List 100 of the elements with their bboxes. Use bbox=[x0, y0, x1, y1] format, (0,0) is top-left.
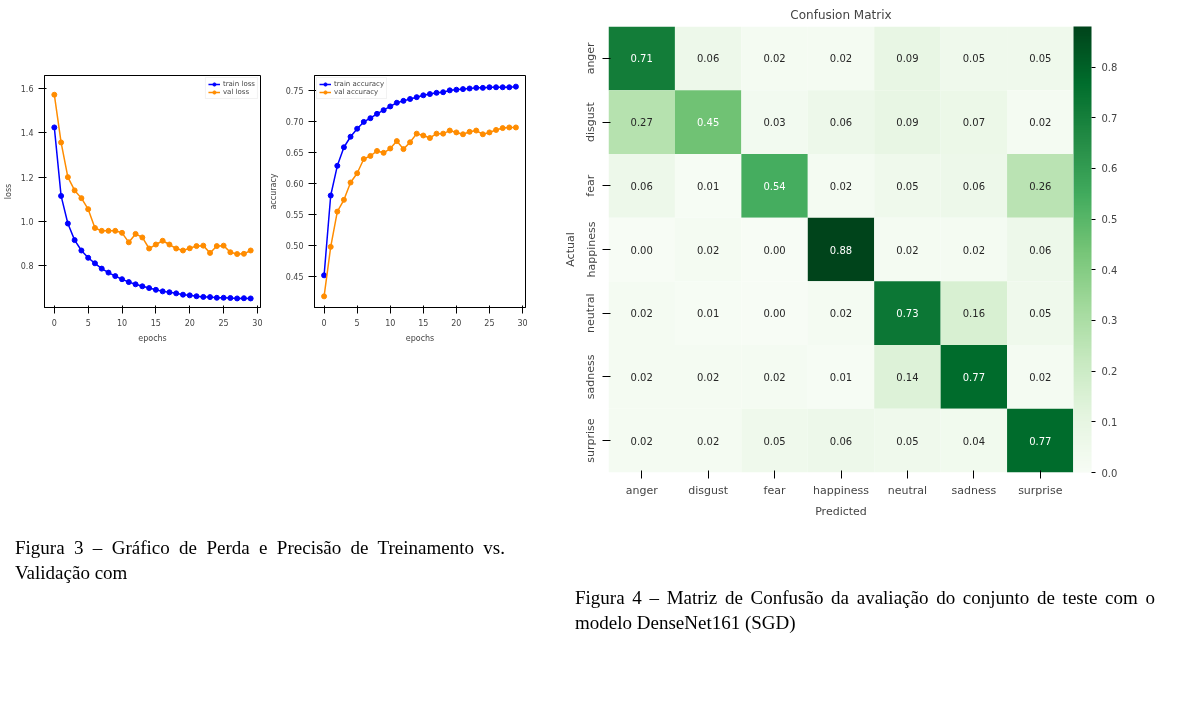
point bbox=[473, 84, 480, 91]
data-label: 0.05 bbox=[896, 435, 919, 447]
data-label: 0.00 bbox=[763, 308, 786, 320]
data-label: 0.05 bbox=[962, 53, 985, 65]
data-label: 0.09 bbox=[896, 53, 919, 65]
point bbox=[327, 243, 334, 250]
point bbox=[493, 84, 500, 91]
point bbox=[380, 149, 387, 156]
point bbox=[132, 281, 139, 288]
point bbox=[227, 249, 234, 256]
data-label: 0.07 bbox=[962, 117, 985, 129]
point bbox=[360, 118, 367, 125]
x-tick-label: neutral bbox=[887, 483, 928, 497]
x-tick-label: 30 bbox=[517, 318, 528, 328]
point bbox=[85, 254, 92, 261]
text: Figura 3 – Gráfico de Perda e Precisão de Treinamento vs. Validação com bbox=[15, 536, 505, 585]
point bbox=[98, 227, 105, 234]
point bbox=[132, 230, 139, 237]
point bbox=[105, 227, 112, 234]
point bbox=[426, 91, 433, 98]
color-bar-label: 0.3 bbox=[1101, 315, 1118, 327]
x-axis-title: epochs bbox=[138, 333, 167, 343]
point bbox=[173, 290, 180, 297]
data-label: 0.06 bbox=[630, 180, 653, 192]
x-axis-title: epochs bbox=[405, 333, 435, 343]
point bbox=[360, 156, 367, 163]
point bbox=[440, 130, 447, 137]
point bbox=[340, 144, 347, 151]
y-tick-label: 0.65 bbox=[285, 149, 304, 159]
point bbox=[240, 295, 247, 302]
point bbox=[152, 286, 159, 293]
point bbox=[380, 107, 387, 114]
point bbox=[446, 127, 453, 134]
point bbox=[321, 272, 328, 279]
data-label: 0.02 bbox=[630, 371, 653, 383]
y-tick-label: happiness bbox=[584, 221, 598, 278]
x-tick-label: 5 bbox=[354, 318, 360, 328]
point bbox=[459, 86, 466, 93]
point bbox=[193, 243, 200, 250]
point bbox=[354, 170, 361, 177]
point bbox=[139, 234, 146, 241]
data-label: 0.03 bbox=[763, 117, 786, 129]
data-label: 0.05 bbox=[763, 435, 786, 447]
data-label: 0.54 bbox=[763, 180, 786, 192]
color-bar-label: 0.6 bbox=[1101, 163, 1118, 175]
point bbox=[426, 134, 433, 141]
y-tick-label: 1.6 bbox=[20, 85, 34, 95]
data-label: 0.02 bbox=[829, 53, 853, 65]
x-axis-title: Predicted bbox=[815, 504, 867, 518]
data-label: 0.02 bbox=[697, 244, 720, 256]
point bbox=[159, 237, 166, 244]
point bbox=[327, 192, 334, 199]
x-tick-label: disgust bbox=[688, 483, 729, 497]
point bbox=[340, 196, 347, 203]
point bbox=[413, 94, 420, 101]
color-bar-label: 0.0 bbox=[1101, 467, 1118, 479]
data-label: 0.01 bbox=[697, 308, 720, 320]
x-tick-label: sadness bbox=[951, 483, 997, 497]
point bbox=[78, 247, 85, 254]
x-tick-label: 0 bbox=[321, 318, 327, 328]
point bbox=[213, 294, 220, 301]
x-tick-label: anger bbox=[625, 483, 659, 497]
data-label: 0.05 bbox=[1029, 308, 1052, 320]
point bbox=[58, 192, 65, 199]
y-tick-label: 0.45 bbox=[285, 273, 304, 283]
y-axis-title: accuracy bbox=[268, 173, 278, 210]
point bbox=[186, 292, 193, 299]
data-label: 0.02 bbox=[896, 244, 919, 256]
point bbox=[499, 125, 506, 132]
point bbox=[486, 129, 493, 136]
point bbox=[473, 127, 480, 134]
y-tick-label: surprise bbox=[584, 418, 598, 463]
x-tick-label: 20 bbox=[184, 318, 195, 328]
x-tick-label: 15 bbox=[150, 318, 161, 328]
x-tick-label: happiness bbox=[813, 483, 870, 497]
color-bar-label: 0.7 bbox=[1101, 112, 1118, 124]
data-label: 0.01 bbox=[829, 371, 853, 383]
data-label: 0.02 bbox=[630, 435, 653, 447]
x-tick-label: 10 bbox=[116, 318, 128, 328]
data-label: 0.73 bbox=[896, 308, 919, 320]
point bbox=[213, 243, 220, 250]
point bbox=[207, 294, 214, 301]
color-bar-label: 0.5 bbox=[1101, 214, 1118, 226]
point bbox=[98, 265, 105, 272]
point bbox=[321, 293, 328, 300]
point bbox=[374, 147, 381, 154]
point bbox=[227, 295, 234, 301]
data-label: 0.09 bbox=[896, 117, 919, 129]
point bbox=[91, 224, 98, 231]
point bbox=[166, 289, 173, 296]
point bbox=[512, 83, 519, 90]
point bbox=[433, 130, 440, 137]
x-tick-label: 10 bbox=[385, 318, 396, 328]
data-label: 0.00 bbox=[630, 244, 653, 256]
y-tick-label: 0.8 bbox=[20, 262, 34, 272]
y-tick-label: 1.4 bbox=[20, 129, 34, 139]
point bbox=[51, 91, 58, 98]
point bbox=[247, 247, 254, 254]
point bbox=[374, 110, 381, 117]
data-label: 0.02 bbox=[1029, 117, 1052, 129]
